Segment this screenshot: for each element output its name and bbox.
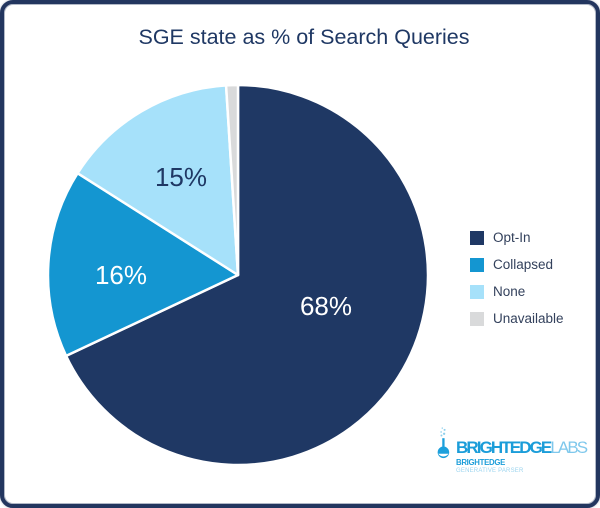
svg-text:68%: 68% xyxy=(300,291,352,321)
svg-text:16%: 16% xyxy=(95,260,147,290)
svg-text:15%: 15% xyxy=(155,162,207,192)
